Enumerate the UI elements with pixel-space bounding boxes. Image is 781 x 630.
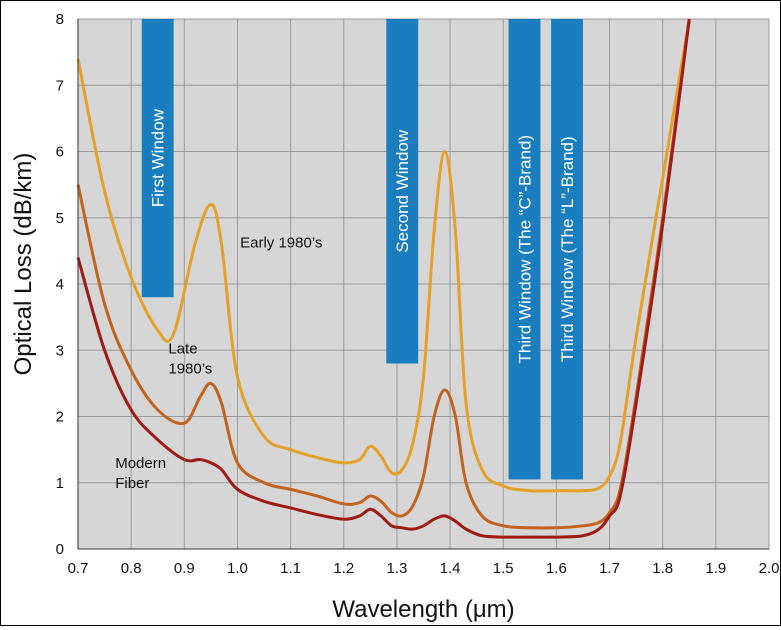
axes (77, 19, 769, 550)
y-tick-label: 5 (56, 210, 64, 227)
x-tick-label: 1.4 (440, 560, 461, 577)
window-band (141, 19, 174, 298)
x-tick-label: 2.0 (759, 560, 780, 577)
series-line (76, 18, 691, 493)
x-tick-label: 1.6 (546, 560, 567, 577)
y-axis-title: Optical Loss (dB/km) (10, 153, 37, 376)
window-band-label: Second Window (393, 129, 412, 253)
y-tick-label: 2 (56, 409, 64, 426)
x-tick-label: 1.9 (705, 560, 726, 577)
window-band (551, 19, 583, 480)
curve-annotation-line: 1980’s (168, 361, 212, 378)
curve-annotation-line: Early 1980’s (240, 235, 322, 252)
x-tick-label: 0.9 (174, 560, 195, 577)
window-band (386, 19, 419, 364)
series-line (76, 18, 691, 530)
window-band (508, 19, 541, 480)
x-tick-label: 1.2 (333, 560, 354, 577)
y-tick-label: 8 (56, 11, 64, 28)
x-tick-label: 1.8 (652, 560, 673, 577)
y-tick-label: 7 (56, 77, 64, 94)
x-tick-label: 1.3 (386, 560, 407, 577)
x-tick-label: 1.1 (280, 560, 301, 577)
y-tick-labels: 0 1 2 3 4 5 6 7 8 (56, 11, 64, 558)
annotations: Early 1980’s Late 1980’s Modern Fiber (115, 235, 322, 493)
window-band-label: First Window (149, 108, 168, 207)
window-band-label: Third Window (The “C”-Brand) (515, 135, 534, 364)
y-tick-label: 6 (56, 144, 64, 161)
x-tick-label: 0.8 (121, 560, 142, 577)
x-tick-label: 0.7 (68, 560, 89, 577)
y-tick-label: 1 (56, 475, 64, 492)
x-tick-labels: 0.7 0.8 0.9 1.0 1.1 1.2 1.3 1.4 1.5 1.6 1.7 1.8 1.9 2… (68, 560, 780, 577)
window-bands: First Window Second Window Third Window (T… (141, 19, 583, 480)
curve-annotation: Modern Fiber (115, 455, 166, 492)
curve-annotation-line: Late (168, 341, 197, 358)
y-tick-label: 4 (56, 276, 64, 293)
window-band-label: Third Window (The “L”-Brand) (558, 136, 577, 362)
y-tick-label: 0 (56, 541, 64, 558)
curve-annotation-line: Fiber (115, 475, 149, 492)
curve-annotation-line: Modern (115, 455, 166, 472)
curve-annotation: Early 1980’s (240, 235, 322, 252)
x-axis-title: Wavelength (μm) (332, 596, 514, 623)
y-tick-label: 3 (56, 342, 64, 359)
x-tick-label: 1.7 (599, 560, 620, 577)
series-line (76, 18, 691, 539)
x-tick-label: 1.0 (227, 560, 248, 577)
curve-annotation: Late 1980’s (168, 341, 212, 378)
series-lines (76, 18, 691, 539)
x-tick-label: 1.5 (493, 560, 514, 577)
